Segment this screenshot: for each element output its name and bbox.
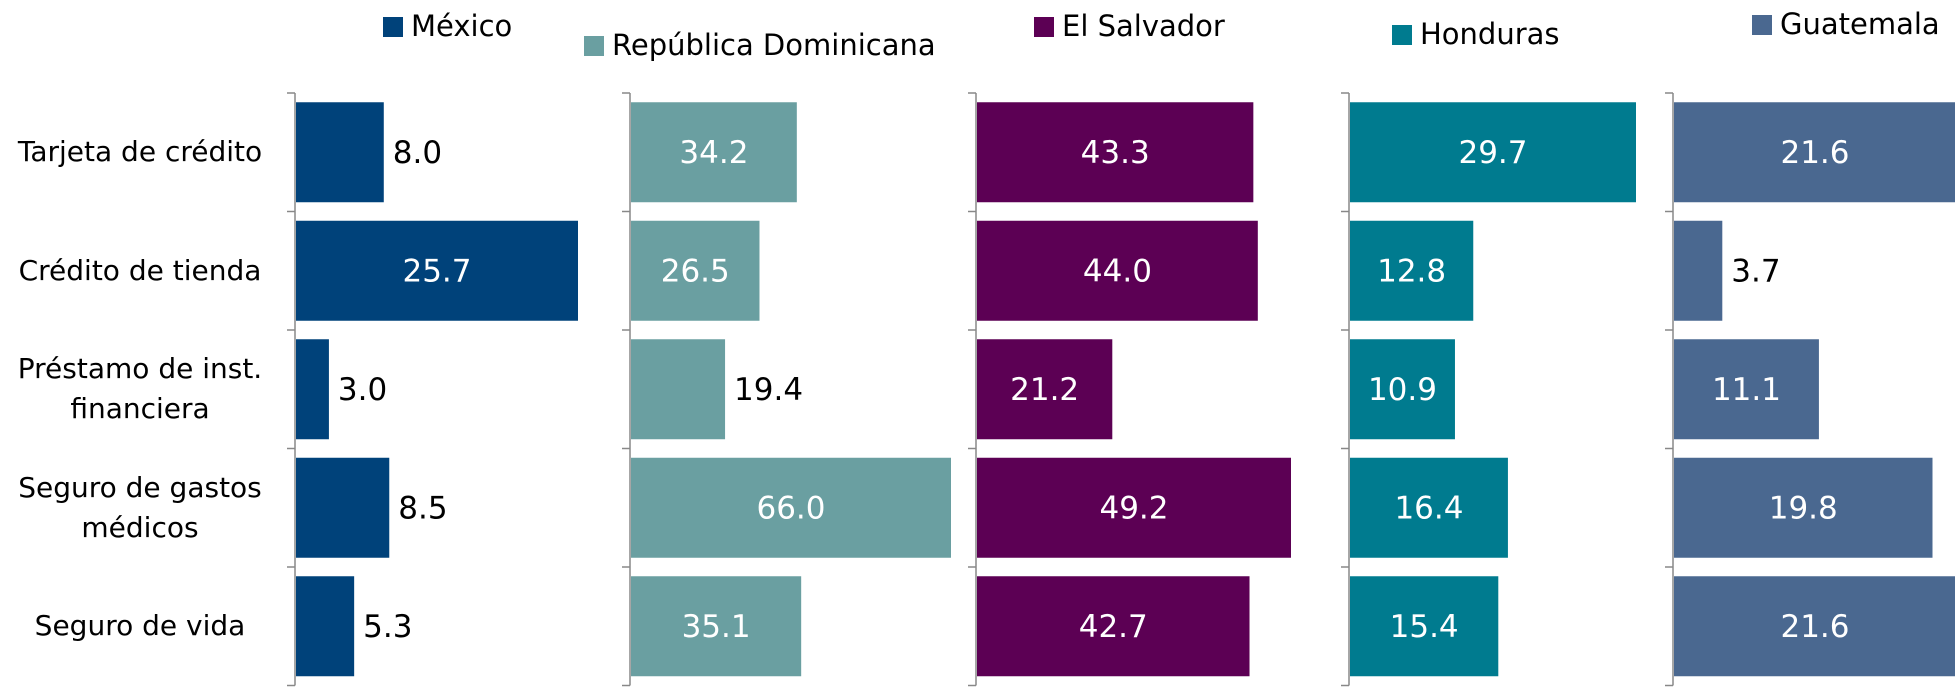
bar	[1674, 576, 1955, 677]
bar	[631, 339, 726, 440]
legend-swatch	[1392, 25, 1412, 45]
value-label: 19.4	[734, 372, 803, 408]
bar	[1350, 339, 1455, 440]
category-label: Tarjeta de crédito	[17, 135, 263, 169]
value-label: 15.4	[1390, 609, 1459, 645]
value-label: 3.7	[1731, 253, 1780, 289]
bar	[1350, 576, 1499, 677]
legend-swatch	[584, 36, 604, 56]
bar	[631, 102, 797, 203]
bar	[296, 576, 355, 677]
bar	[977, 102, 1254, 203]
bar	[1350, 220, 1474, 321]
bar	[631, 576, 802, 677]
bar	[977, 457, 1291, 558]
category-label: Crédito de tienda	[18, 253, 262, 287]
legend-label: República Dominicana	[612, 28, 936, 62]
value-label: 29.7	[1458, 135, 1527, 171]
value-label: 11.1	[1712, 372, 1781, 408]
value-label: 35.1	[682, 609, 751, 645]
value-label: 66.0	[756, 490, 825, 526]
value-label: 3.0	[338, 372, 387, 408]
bar	[296, 220, 578, 321]
value-label: 26.5	[661, 253, 730, 289]
bar	[1350, 102, 1636, 203]
value-label: 21.2	[1010, 372, 1079, 408]
legend-label: Guatemala	[1780, 7, 1940, 41]
value-label: 5.3	[363, 609, 412, 645]
value-label: 8.0	[393, 135, 442, 171]
value-label: 25.7	[402, 253, 471, 289]
legend-swatch	[1752, 15, 1772, 35]
bar	[296, 457, 390, 558]
value-label: 21.6	[1780, 135, 1849, 171]
bar	[296, 339, 329, 440]
legend-label: El Salvador	[1062, 9, 1225, 43]
bar	[631, 457, 951, 558]
value-label: 8.5	[398, 490, 447, 526]
bar	[1350, 457, 1508, 558]
value-label: 43.3	[1081, 135, 1150, 171]
category-label: Préstamo de inst. financiera	[17, 352, 263, 426]
category-label: Seguro de gastos médicos	[18, 470, 262, 544]
bar	[1674, 339, 1819, 440]
legend-swatch	[383, 17, 403, 37]
legend-label: Honduras	[1420, 17, 1560, 51]
value-label: 49.2	[1099, 490, 1168, 526]
category-label: Seguro de vida	[34, 609, 246, 643]
value-label: 10.9	[1368, 372, 1437, 408]
bar	[1674, 457, 1933, 558]
value-label: 34.2	[679, 135, 748, 171]
bar	[1674, 220, 1723, 321]
bar	[977, 576, 1250, 677]
value-label: 44.0	[1083, 253, 1152, 289]
legend-swatch	[1034, 17, 1054, 37]
legend-label: México	[411, 9, 512, 43]
value-label: 12.8	[1377, 253, 1446, 289]
value-label: 21.6	[1780, 609, 1849, 645]
value-label: 42.7	[1079, 609, 1148, 645]
bar	[1674, 102, 1955, 203]
bar	[296, 102, 384, 203]
value-label: 16.4	[1394, 490, 1463, 526]
bar	[631, 220, 760, 321]
bar	[977, 220, 1258, 321]
value-label: 19.8	[1769, 490, 1838, 526]
bar	[977, 339, 1113, 440]
